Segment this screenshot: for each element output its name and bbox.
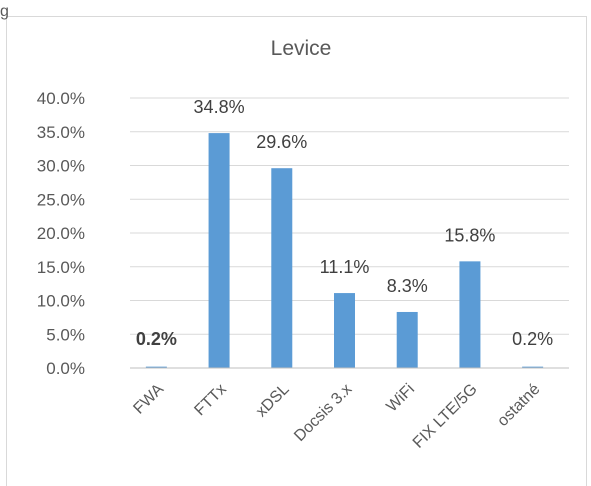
- data-label: 0.2%: [512, 329, 553, 349]
- data-label: 34.8%: [194, 97, 245, 117]
- y-tick-label: 5.0%: [46, 325, 85, 344]
- y-tick-label: 0.0%: [46, 359, 85, 378]
- data-label: 29.6%: [256, 132, 307, 152]
- chart-title: Levice: [271, 37, 332, 60]
- data-label: 8.3%: [387, 276, 428, 296]
- bar: [396, 311, 418, 368]
- bars: [145, 133, 544, 368]
- y-tick-label: 35.0%: [37, 123, 85, 142]
- bar: [271, 168, 293, 368]
- bar: [145, 366, 167, 368]
- data-label: 11.1%: [320, 257, 370, 277]
- y-axis-tick-labels: 0.0% 5.0% 10.0% 15.0% 20.0% 25.0% 30.0% 35.0% 40…: [37, 89, 85, 378]
- y-tick-label: 15.0%: [37, 258, 85, 277]
- data-label: 15.8%: [444, 225, 495, 245]
- y-tick-label: 20.0%: [37, 224, 85, 243]
- y-tick-label: 10.0%: [37, 292, 85, 311]
- y-tick-label: 30.0%: [37, 157, 85, 176]
- data-labels: 0.2% 34.8% 29.6% 11.1% 8.3% 15.8% 0.2%: [136, 97, 553, 349]
- chart-frame: [6, 16, 587, 486]
- bar: [459, 261, 481, 368]
- bar: [522, 366, 544, 368]
- data-label: 0.2%: [136, 329, 177, 349]
- y-tick-label: 40.0%: [37, 89, 85, 108]
- bar: [334, 293, 355, 368]
- bar: [208, 133, 230, 368]
- y-tick-label: 25.0%: [37, 190, 85, 209]
- header-fragment: g: [0, 3, 9, 20]
